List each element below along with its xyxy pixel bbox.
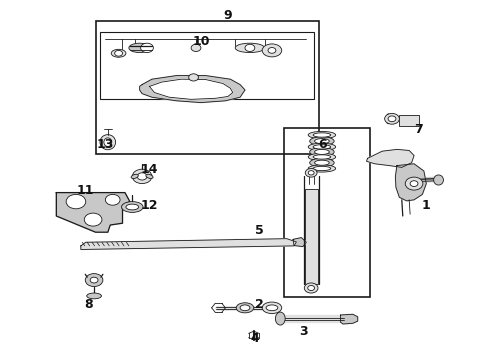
Circle shape <box>191 44 201 51</box>
Text: 3: 3 <box>299 325 308 338</box>
Ellipse shape <box>308 143 336 150</box>
Ellipse shape <box>122 202 143 212</box>
Ellipse shape <box>275 312 285 325</box>
Ellipse shape <box>146 174 153 179</box>
Ellipse shape <box>262 302 282 314</box>
Polygon shape <box>140 76 245 103</box>
Text: 13: 13 <box>97 138 114 150</box>
Circle shape <box>90 277 98 283</box>
Circle shape <box>410 181 418 186</box>
Text: 14: 14 <box>141 163 158 176</box>
Polygon shape <box>149 79 233 99</box>
Circle shape <box>305 168 317 177</box>
Text: 5: 5 <box>255 224 264 237</box>
Ellipse shape <box>129 43 150 53</box>
Ellipse shape <box>104 138 112 147</box>
Circle shape <box>85 274 103 287</box>
Ellipse shape <box>126 204 139 210</box>
Ellipse shape <box>262 44 282 57</box>
Text: 12: 12 <box>141 199 158 212</box>
Polygon shape <box>341 314 358 324</box>
Ellipse shape <box>310 137 334 145</box>
Ellipse shape <box>308 153 336 161</box>
Bar <box>305 189 318 284</box>
Text: 7: 7 <box>415 123 423 136</box>
Ellipse shape <box>266 305 278 311</box>
Polygon shape <box>367 149 414 167</box>
Ellipse shape <box>313 155 331 159</box>
Bar <box>399 115 419 126</box>
Circle shape <box>245 44 255 51</box>
Text: 10: 10 <box>192 35 210 48</box>
Ellipse shape <box>313 166 331 171</box>
Text: 1: 1 <box>422 199 431 212</box>
Circle shape <box>115 50 122 56</box>
Bar <box>96 21 318 154</box>
Circle shape <box>388 116 396 122</box>
Ellipse shape <box>87 293 101 299</box>
Ellipse shape <box>434 175 443 185</box>
Circle shape <box>132 169 152 184</box>
Ellipse shape <box>131 174 138 179</box>
Circle shape <box>405 177 423 190</box>
Bar <box>100 32 314 99</box>
Ellipse shape <box>313 133 331 137</box>
Ellipse shape <box>236 303 254 313</box>
Ellipse shape <box>240 305 250 311</box>
Text: 9: 9 <box>223 9 232 22</box>
Circle shape <box>304 283 318 293</box>
Text: 6: 6 <box>318 138 327 150</box>
Ellipse shape <box>111 49 126 57</box>
Circle shape <box>105 194 120 205</box>
Circle shape <box>308 285 315 291</box>
Circle shape <box>84 213 102 226</box>
Text: 11: 11 <box>77 184 95 197</box>
Text: 8: 8 <box>84 298 93 311</box>
Bar <box>284 128 370 297</box>
Ellipse shape <box>308 165 336 172</box>
Circle shape <box>66 194 86 209</box>
Text: 2: 2 <box>255 298 264 311</box>
Ellipse shape <box>235 43 265 53</box>
Text: 4: 4 <box>250 332 259 345</box>
Ellipse shape <box>310 148 334 156</box>
Polygon shape <box>395 164 426 201</box>
Circle shape <box>137 173 147 180</box>
Ellipse shape <box>313 145 331 149</box>
Ellipse shape <box>100 135 116 150</box>
Polygon shape <box>56 193 130 232</box>
Ellipse shape <box>308 131 336 139</box>
Ellipse shape <box>315 149 329 154</box>
Polygon shape <box>81 239 296 249</box>
Circle shape <box>189 74 198 81</box>
Circle shape <box>385 113 399 124</box>
Polygon shape <box>293 238 306 247</box>
Circle shape <box>308 171 314 175</box>
Ellipse shape <box>141 43 153 53</box>
Ellipse shape <box>310 158 334 167</box>
Ellipse shape <box>315 139 329 144</box>
Circle shape <box>268 48 276 53</box>
Ellipse shape <box>315 160 329 165</box>
